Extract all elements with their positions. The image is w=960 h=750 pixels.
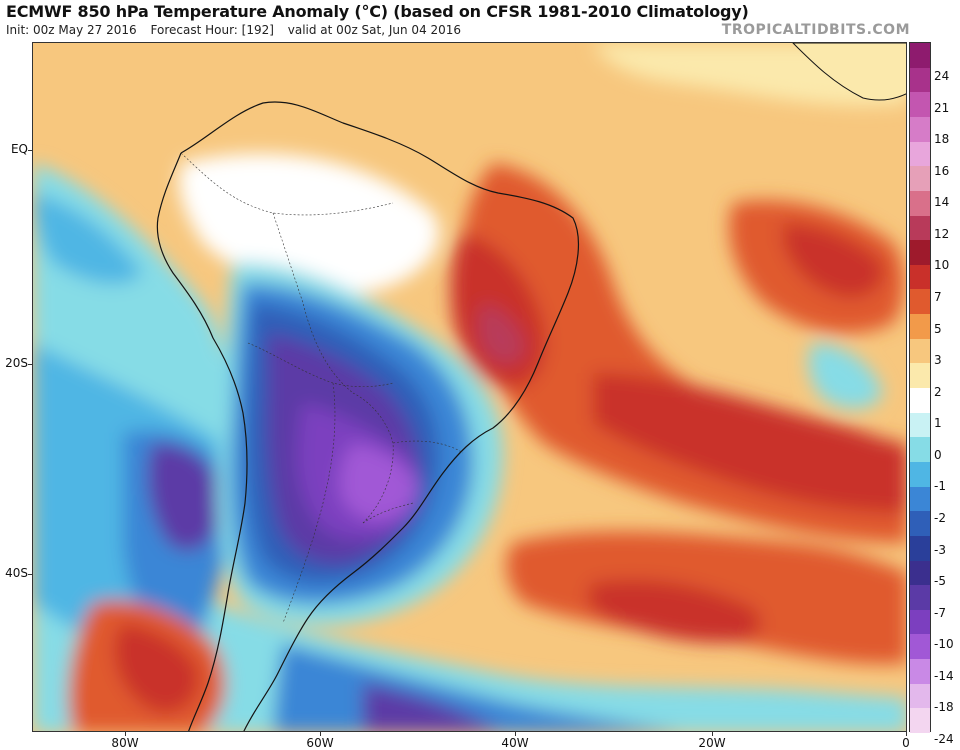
- colorbar-cell: [910, 314, 930, 340]
- colorbar-cell: [910, 388, 930, 414]
- colorbar-label: -24: [934, 732, 954, 746]
- colorbar-label: -2: [934, 511, 946, 525]
- anomaly-map[interactable]: [32, 42, 907, 732]
- colorbar-label: -14: [934, 668, 954, 683]
- africa-coastline: [792, 43, 906, 101]
- colorbar-label: -10: [934, 637, 954, 652]
- colorbar-cell: [910, 634, 930, 660]
- colorbar-label: 5: [934, 321, 942, 336]
- colorbar-cell: [910, 363, 930, 389]
- lon-label-0: 0: [902, 736, 910, 750]
- lon-tick: [125, 732, 126, 736]
- colorbar-cell: [910, 166, 930, 192]
- lat-label-40s: 40S: [5, 566, 28, 580]
- colorbar-cell: [910, 437, 930, 463]
- colorbar-label: -3: [934, 542, 946, 557]
- anomaly-map-canvas: [33, 43, 906, 731]
- forecast-hour: Forecast Hour: [192]: [150, 23, 274, 37]
- colorbar-cell: [910, 116, 930, 143]
- colorbar-cell: [910, 511, 930, 537]
- colorbar-cell: [910, 141, 930, 167]
- lat-tick: [28, 150, 32, 151]
- colorbar-cell: [910, 338, 930, 364]
- colorbar: [909, 42, 931, 734]
- anomaly-field: [33, 43, 906, 731]
- colorbar-cell: [910, 412, 930, 438]
- colorbar-cell: [910, 585, 930, 611]
- colorbar-label: 10: [934, 258, 950, 273]
- colorbar-cell: [910, 92, 930, 118]
- lat-tick: [28, 574, 32, 575]
- colorbar-label: 2: [934, 384, 942, 399]
- colorbar-cell: [910, 461, 930, 488]
- lon-tick: [320, 732, 321, 736]
- colorbar-cell: [910, 240, 930, 266]
- colorbar-label: 3: [934, 353, 942, 368]
- lat-tick: [28, 364, 32, 365]
- map-title: ECMWF 850 hPa Temperature Anomaly (°C) (…: [6, 2, 749, 21]
- lon-label-60w: 60W: [306, 736, 334, 750]
- colorbar-cell: [910, 264, 930, 290]
- colorbar-label: 12: [934, 226, 950, 241]
- colorbar-label: 14: [934, 195, 950, 210]
- colorbar-cell: [910, 535, 930, 561]
- colorbar-cell: [910, 289, 930, 315]
- country-borders: [180, 152, 464, 624]
- colorbar-cell: [910, 659, 930, 685]
- lon-tick: [906, 732, 907, 736]
- colorbar-label: 16: [934, 163, 950, 178]
- colorbar-cell: [910, 683, 930, 709]
- lat-label-eq: EQ: [10, 142, 28, 156]
- colorbar-cell: [910, 486, 930, 512]
- lon-label-80w: 80W: [111, 736, 139, 750]
- colorbar-label: 1: [934, 416, 942, 431]
- source-watermark: TROPICALTIDBITS.COM: [721, 22, 910, 38]
- colorbar-label: -7: [934, 605, 946, 620]
- valid-time: valid at 00z Sat, Jun 04 2016: [287, 23, 462, 37]
- colorbar-cell: [910, 67, 930, 93]
- init-time: Init: 00z May 27 2016: [6, 23, 137, 37]
- lon-label-40w: 40W: [501, 736, 529, 750]
- colorbar-cell: [910, 609, 930, 635]
- colorbar-label: 21: [934, 100, 950, 115]
- colorbar-cell: [910, 560, 930, 586]
- south-america-coastline: [156, 101, 579, 731]
- colorbar-cell: [910, 708, 930, 734]
- lat-label-20s: 20S: [5, 356, 28, 370]
- colorbar-cell: [910, 215, 930, 241]
- colorbar-label: 7: [934, 290, 942, 304]
- colorbar-label: 24: [934, 69, 950, 83]
- map-subtitle: Init: 00z May 27 2016 Forecast Hour: [19…: [6, 23, 471, 37]
- lon-label-20w: 20W: [698, 736, 726, 750]
- lon-tick: [515, 732, 516, 736]
- lon-tick: [712, 732, 713, 736]
- colorbar-label: -1: [934, 479, 946, 494]
- colorbar-label: 0: [934, 447, 942, 462]
- colorbar-label: -5: [934, 574, 946, 589]
- colorbar-label: -18: [934, 700, 954, 715]
- colorbar-cell: [910, 43, 930, 69]
- colorbar-cell: [910, 190, 930, 216]
- colorbar-label: 18: [934, 132, 950, 147]
